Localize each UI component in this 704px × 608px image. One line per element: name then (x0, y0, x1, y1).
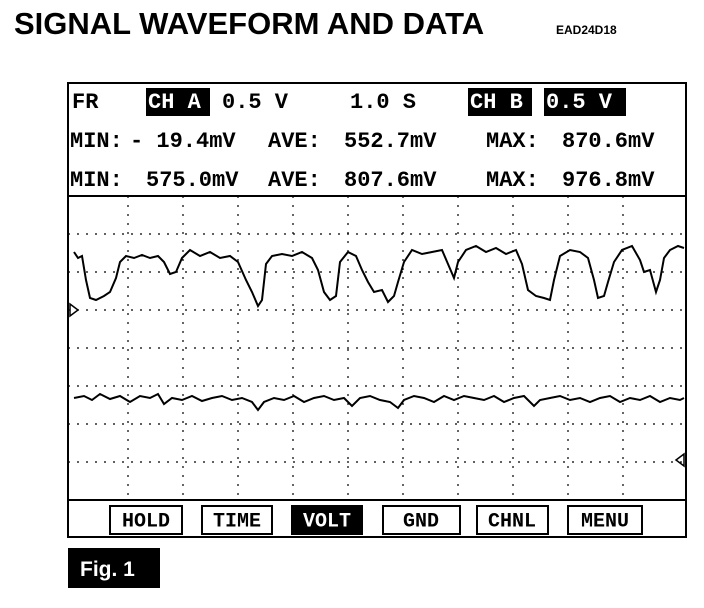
button-label[interactable]: CHNL (488, 510, 536, 533)
min-value: 575.0mV (146, 168, 239, 193)
figure-label: Fig. 1 (80, 558, 135, 581)
title: SIGNAL WAVEFORM AND DATA (14, 6, 484, 41)
button[interactable] (109, 505, 183, 535)
ave-value: 552.7mV (344, 129, 437, 154)
channel-a-trace (73, 244, 685, 309)
ave-value: 807.6mV (344, 168, 437, 193)
min-value: - 19.4mV (130, 129, 236, 154)
channel-b-marker (674, 452, 685, 468)
volt-b: 0.5 V (546, 90, 613, 115)
button-label[interactable]: HOLD (122, 510, 170, 533)
button-label[interactable]: TIME (213, 510, 261, 533)
max-label: MAX: (486, 129, 539, 154)
grid (68, 196, 686, 500)
min-label: MIN: (70, 168, 123, 193)
volt-a: 0.5 V (222, 90, 289, 115)
mode: FR (72, 90, 99, 115)
max-label: MAX: (486, 168, 539, 193)
button-label[interactable]: MENU (581, 510, 629, 533)
figure-code: EAD24D18 (556, 23, 617, 37)
channel-a-marker (69, 302, 80, 318)
button-label[interactable]: GND (403, 510, 439, 533)
button[interactable] (567, 505, 643, 535)
channel-b: CH B (470, 90, 523, 115)
ave-label: AVE: (268, 129, 321, 154)
volt-b-badge (544, 88, 626, 116)
min-label: MIN: (70, 129, 123, 154)
ave-label: AVE: (268, 168, 321, 193)
channel-a: CH A (148, 90, 202, 115)
channel-b-badge (468, 88, 532, 116)
button[interactable] (382, 505, 461, 535)
figure-badge (68, 548, 160, 588)
channel-b-trace (73, 392, 685, 412)
button-label[interactable]: VOLT (303, 510, 351, 533)
max-value: 976.8mV (562, 168, 655, 193)
button[interactable] (476, 505, 549, 535)
channel-a-badge (146, 88, 210, 116)
button[interactable] (201, 505, 273, 535)
button-active[interactable] (291, 505, 363, 535)
max-value: 870.6mV (562, 129, 655, 154)
time-base: 1.0 S (350, 90, 416, 115)
